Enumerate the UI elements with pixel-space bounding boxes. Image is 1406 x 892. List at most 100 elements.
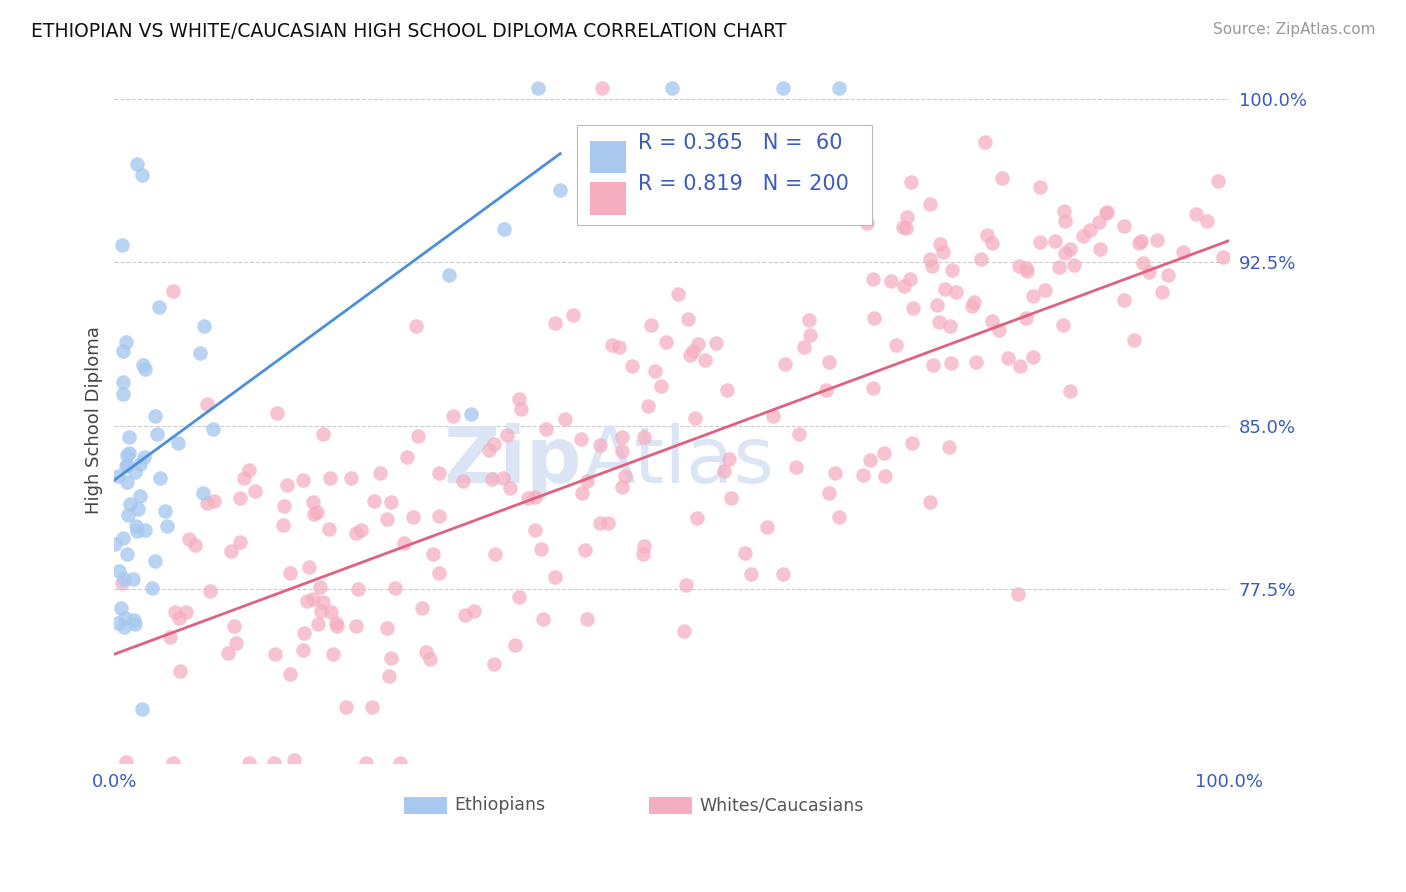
Point	[322, 648, 344, 662]
Point	[970, 252, 993, 266]
Point	[974, 135, 997, 149]
Point	[1137, 265, 1160, 279]
Point	[499, 481, 522, 495]
Point	[453, 474, 475, 488]
Point	[225, 636, 247, 650]
Point	[111, 344, 134, 359]
Point	[1088, 215, 1111, 229]
Point	[963, 295, 986, 310]
Point	[163, 606, 186, 620]
Point	[1122, 333, 1144, 347]
Point	[508, 590, 530, 604]
Point	[131, 358, 153, 372]
Point	[350, 524, 373, 538]
Point	[901, 436, 924, 450]
Point	[354, 756, 377, 770]
Point	[111, 237, 134, 252]
Point	[932, 245, 955, 260]
Bar	[650, 797, 692, 814]
Point	[785, 460, 807, 475]
Point	[384, 581, 406, 595]
Point	[340, 471, 363, 485]
Point	[991, 170, 1014, 185]
Point	[494, 221, 516, 235]
Point	[125, 524, 148, 538]
Point	[188, 346, 211, 360]
Point	[110, 601, 132, 615]
Point	[406, 429, 429, 443]
Point	[683, 411, 706, 425]
Point	[108, 564, 131, 578]
Text: Zip: Zip	[444, 424, 582, 500]
Point	[682, 344, 704, 359]
Point	[1022, 289, 1045, 303]
Text: Atlas: Atlas	[582, 424, 775, 500]
Point	[1112, 293, 1135, 308]
Point	[516, 491, 538, 506]
Point	[633, 539, 655, 553]
Text: Whites/Caucasians: Whites/Caucasians	[700, 797, 863, 814]
Point	[898, 272, 921, 286]
Point	[508, 392, 530, 406]
Point	[574, 543, 596, 558]
Point	[965, 355, 987, 369]
Point	[1053, 204, 1076, 219]
Point	[716, 383, 738, 397]
Text: R = 0.365   N =  60: R = 0.365 N = 60	[638, 133, 842, 153]
Point	[1185, 207, 1208, 221]
Point	[610, 430, 633, 444]
Point	[193, 319, 215, 334]
Point	[980, 314, 1002, 328]
Point	[427, 466, 450, 480]
Point	[162, 284, 184, 298]
Point	[319, 605, 342, 619]
Point	[482, 437, 505, 451]
Point	[544, 570, 567, 584]
Point	[591, 81, 613, 95]
Point	[928, 316, 950, 330]
Point	[134, 523, 156, 537]
Point	[554, 412, 576, 426]
Point	[1078, 222, 1101, 236]
Point	[149, 471, 172, 485]
Point	[960, 299, 983, 313]
Point	[941, 263, 963, 277]
Point	[118, 497, 141, 511]
Point	[266, 406, 288, 420]
Point	[388, 756, 411, 770]
Point	[162, 756, 184, 770]
Point	[789, 196, 811, 211]
Point	[896, 221, 918, 235]
Point	[886, 337, 908, 351]
Point	[124, 519, 146, 533]
Point	[1033, 284, 1056, 298]
Bar	[591, 141, 626, 173]
Point	[824, 466, 846, 480]
Point	[755, 520, 778, 534]
Point	[976, 227, 998, 242]
Point	[127, 502, 149, 516]
Point	[815, 383, 838, 397]
Point	[111, 531, 134, 545]
Point	[141, 581, 163, 595]
Point	[787, 426, 810, 441]
Point	[925, 298, 948, 312]
Point	[524, 490, 547, 504]
Point	[571, 486, 593, 500]
Y-axis label: High School Diploma: High School Diploma	[86, 326, 103, 514]
Point	[693, 353, 716, 368]
Point	[463, 604, 485, 618]
Point	[292, 626, 315, 640]
Point	[283, 753, 305, 767]
Point	[1008, 259, 1031, 273]
Point	[202, 422, 225, 436]
Point	[939, 356, 962, 370]
Point	[862, 310, 884, 325]
Point	[797, 313, 820, 327]
Point	[828, 81, 851, 95]
Point	[852, 468, 875, 483]
Point	[363, 493, 385, 508]
Point	[167, 435, 190, 450]
Point	[1073, 229, 1095, 244]
Point	[1010, 359, 1032, 373]
